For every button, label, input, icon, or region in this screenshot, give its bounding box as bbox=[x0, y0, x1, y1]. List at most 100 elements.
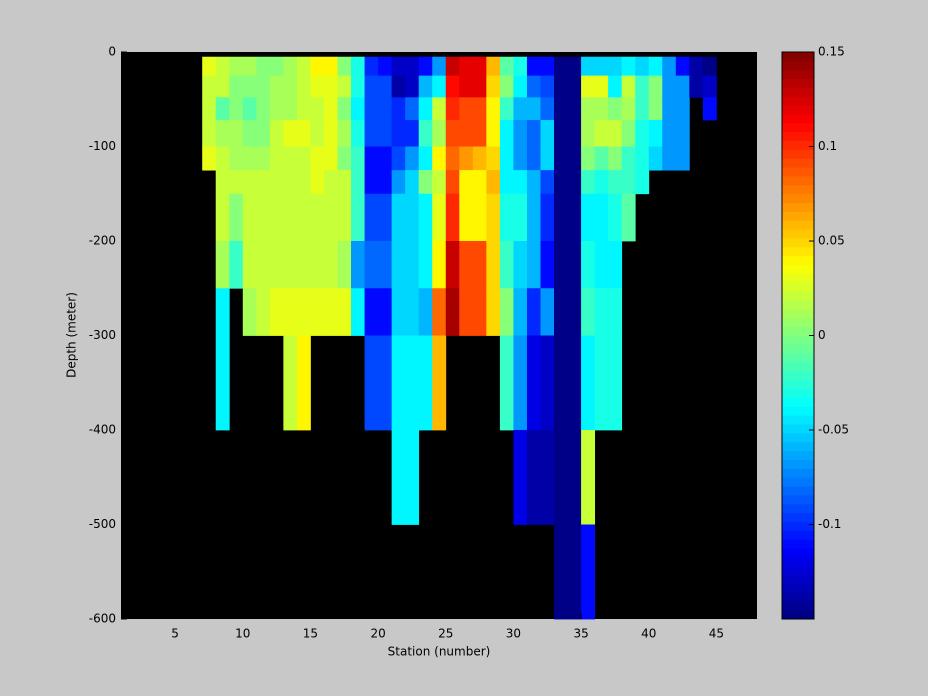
colorbar-segment bbox=[782, 300, 814, 310]
y-tick-label: -200 bbox=[89, 234, 116, 248]
heat-cell bbox=[351, 120, 365, 147]
colorbar-segment bbox=[782, 122, 814, 133]
heat-cell bbox=[391, 146, 406, 171]
heat-cell bbox=[269, 241, 284, 289]
heat-cell bbox=[608, 56, 623, 77]
heat-cell bbox=[499, 241, 514, 289]
heat-cell bbox=[635, 146, 650, 171]
heat-cell bbox=[567, 146, 582, 171]
colorbar-segment bbox=[782, 379, 814, 390]
heat-cell bbox=[621, 56, 636, 77]
heat-cell bbox=[215, 146, 230, 171]
heat-cell bbox=[675, 120, 690, 147]
x-tick-label: 5 bbox=[171, 627, 179, 641]
heat-cell bbox=[594, 120, 609, 147]
heat-cell bbox=[283, 75, 298, 98]
heat-cell bbox=[445, 56, 460, 77]
heat-cell bbox=[256, 170, 271, 195]
heat-cell bbox=[432, 120, 447, 147]
colorbar-tick-label: 0.15 bbox=[818, 45, 845, 59]
heat-cell bbox=[648, 146, 663, 171]
colorbar-segment bbox=[782, 176, 814, 186]
heat-cell bbox=[445, 97, 460, 121]
heat-cell bbox=[351, 170, 365, 195]
heat-cell bbox=[432, 97, 447, 121]
heat-cell bbox=[581, 56, 596, 77]
heat-cell bbox=[378, 146, 393, 171]
heat-cell bbox=[662, 120, 677, 147]
heat-cell bbox=[554, 430, 568, 525]
x-tick-label: 35 bbox=[573, 627, 588, 641]
colorbar-tick-label: -0.1 bbox=[818, 517, 841, 531]
heat-cell bbox=[540, 335, 555, 431]
y-tick-label: -500 bbox=[89, 517, 116, 531]
heat-cell bbox=[432, 146, 447, 171]
heat-cell bbox=[405, 120, 420, 147]
heat-cell bbox=[581, 146, 596, 171]
heat-cell bbox=[215, 170, 230, 195]
heat-cell bbox=[351, 56, 365, 77]
heat-cell bbox=[242, 97, 257, 121]
heat-cell bbox=[310, 97, 325, 121]
heat-cell bbox=[351, 288, 365, 336]
heat-cell bbox=[567, 288, 582, 336]
heat-cell bbox=[269, 75, 284, 98]
heat-cell bbox=[337, 288, 352, 336]
colorbar-segment bbox=[782, 601, 814, 611]
colorbar-segment bbox=[782, 353, 814, 363]
heat-cell bbox=[337, 97, 352, 121]
heat-cell bbox=[391, 430, 406, 525]
colorbar-segment bbox=[782, 229, 814, 239]
heat-cell bbox=[215, 335, 230, 431]
heat-cell bbox=[459, 97, 474, 121]
colorbar-segment bbox=[782, 96, 814, 106]
heat-cell bbox=[445, 193, 460, 242]
heat-cell bbox=[486, 146, 501, 171]
y-tick-label: -600 bbox=[89, 612, 116, 626]
colorbar-segment bbox=[782, 486, 814, 496]
heat-cell bbox=[594, 97, 609, 121]
heat-cell bbox=[702, 97, 717, 121]
heat-cell bbox=[635, 75, 650, 98]
heat-cell bbox=[594, 288, 609, 336]
heat-cell bbox=[283, 170, 298, 195]
heat-cell bbox=[256, 75, 271, 98]
heat-cell bbox=[418, 335, 433, 431]
colorbar-segment bbox=[782, 149, 814, 159]
colorbar-segment bbox=[782, 370, 814, 381]
heat-cell bbox=[405, 241, 420, 289]
heat-cell bbox=[526, 97, 541, 121]
heat-cell bbox=[621, 75, 636, 98]
heat-cell bbox=[499, 170, 514, 195]
heat-cell bbox=[269, 193, 284, 242]
colorbar-segment bbox=[782, 477, 814, 487]
x-tick-label: 45 bbox=[709, 627, 724, 641]
heat-cell bbox=[378, 170, 393, 195]
heat-cell bbox=[486, 288, 501, 336]
heat-cell bbox=[526, 56, 541, 77]
heat-cell bbox=[337, 120, 352, 147]
colorbar-segment bbox=[782, 441, 814, 452]
heat-cell bbox=[215, 56, 230, 77]
heat-cell bbox=[364, 193, 379, 242]
heat-cell bbox=[540, 120, 555, 147]
heat-cell bbox=[608, 335, 623, 431]
heat-cell bbox=[472, 146, 487, 171]
heat-cell bbox=[283, 146, 298, 171]
heat-cell bbox=[594, 146, 609, 171]
heat-cell bbox=[310, 288, 325, 336]
heat-cell bbox=[351, 146, 365, 171]
colorbar-segment bbox=[782, 503, 814, 514]
heat-cell bbox=[526, 288, 541, 336]
colorbar-segment bbox=[782, 521, 814, 531]
heat-cell bbox=[296, 288, 311, 336]
colorbar-segment bbox=[782, 610, 814, 620]
heat-cell bbox=[581, 524, 596, 620]
heat-cell bbox=[459, 146, 474, 171]
heat-cell bbox=[418, 193, 433, 242]
heat-cell bbox=[378, 193, 393, 242]
heat-cell bbox=[499, 288, 514, 336]
heat-cell bbox=[405, 430, 420, 525]
heat-cell bbox=[526, 75, 541, 98]
x-axis-label: Station (number) bbox=[388, 645, 491, 659]
